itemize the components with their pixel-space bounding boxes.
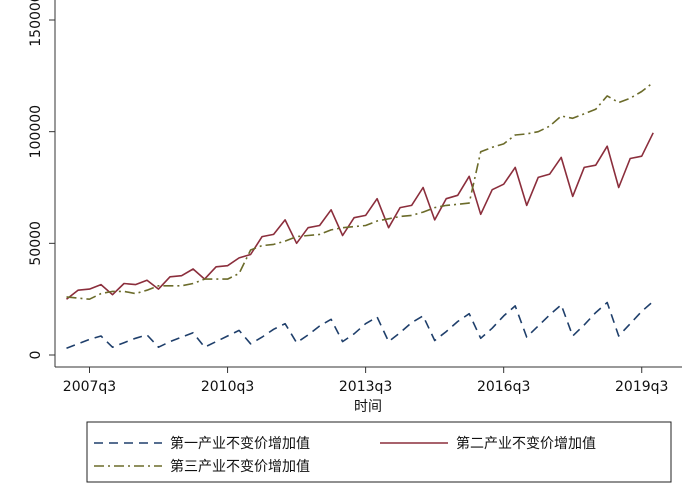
y-tick-label: 0 (28, 351, 44, 360)
x-tick-label: 2016q3 (477, 379, 530, 395)
y-tick-label: 150000 (28, 0, 44, 47)
x-tick-label: 2007q3 (63, 379, 116, 395)
x-tick-label: 2010q3 (201, 379, 254, 395)
series-lines (66, 81, 654, 350)
x-axis-title: 时间 (354, 399, 382, 415)
legend-label-2: 第二产业不变价增加值 (456, 435, 596, 452)
legend-label-1: 第一产业不变价增加值 (170, 435, 310, 452)
series-line-1 (66, 300, 654, 350)
legend-frame (86, 421, 672, 483)
y-tick-label: 50000 (28, 221, 44, 266)
x-axis-ticks: 2007q3 2010q3 2013q3 2016q3 2019q3 (63, 367, 668, 395)
x-tick-label: 2019q3 (615, 379, 668, 395)
series-line-3 (66, 81, 654, 301)
y-axis-ticks: 0 50000 100000 150000 (28, 0, 55, 359)
legend-label-3: 第三产业不变价增加值 (170, 458, 310, 475)
x-tick-label: 2013q3 (339, 379, 392, 395)
series-line-2 (66, 132, 654, 300)
y-tick-label: 100000 (28, 105, 44, 158)
